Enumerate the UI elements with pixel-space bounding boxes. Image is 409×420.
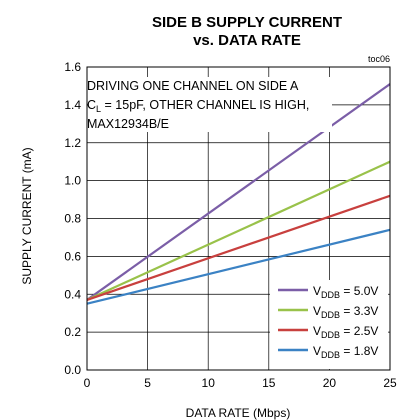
legend: VDDB = 5.0V VDDB = 3.3V VDDB = 2.5V VDDB = … bbox=[278, 284, 378, 360]
plot-frame bbox=[86, 66, 391, 371]
legend-box bbox=[270, 280, 388, 369]
y-axis-label: SUPPLY CURRENT (mA) bbox=[20, 147, 34, 284]
y-tick-label: 1.2 bbox=[64, 136, 81, 150]
annotation-box bbox=[88, 77, 332, 132]
chart-title: SIDE B SUPPLY CURRENT bbox=[152, 14, 342, 31]
x-tick-label: 20 bbox=[323, 376, 337, 390]
series-line bbox=[86, 83, 391, 301]
x-tick-label: 25 bbox=[383, 376, 397, 390]
y-tick-label: 0.4 bbox=[64, 287, 81, 301]
legend-label: VDDB = 3.3V bbox=[313, 304, 378, 320]
series-layer bbox=[86, 83, 391, 305]
y-tick-label: 0.0 bbox=[64, 363, 81, 377]
x-axis-label: DATA RATE (Mbps) bbox=[186, 406, 291, 420]
y-tick-label: 1.6 bbox=[64, 60, 81, 74]
x-tick-label: 10 bbox=[202, 376, 216, 390]
y-tick-label: 0.6 bbox=[64, 249, 81, 263]
x-tick-label: 5 bbox=[144, 376, 151, 390]
x-tick-label: 0 bbox=[84, 376, 91, 390]
legend-label: VDDB = 1.8V bbox=[313, 344, 378, 360]
y-tick-label: 1.4 bbox=[64, 98, 81, 112]
annotation-line-2: CL = 15pF, OTHER CHANNEL IS HIGH, bbox=[87, 98, 309, 114]
series-line bbox=[86, 228, 391, 305]
y-tick-label: 0.2 bbox=[64, 325, 81, 339]
ticks-layer: 0 5 10 15 20 25 0.0 0.2 0.4 0.6 0.8 1.0 1.2 1.4 1.6 bbox=[64, 60, 397, 390]
chart-subtitle: vs. DATA RATE bbox=[193, 32, 301, 49]
annotation-line-1: DRIVING ONE CHANNEL ON SIDE A bbox=[87, 79, 299, 93]
series-line bbox=[86, 194, 391, 301]
y-tick-label: 1.0 bbox=[64, 174, 81, 188]
legend-label: VDDB = 2.5V bbox=[313, 324, 378, 340]
annotation-line-3: MAX12934B/E bbox=[87, 117, 169, 131]
x-tick-label: 15 bbox=[262, 376, 276, 390]
chart-tag: toc06 bbox=[368, 54, 390, 64]
series-line bbox=[86, 160, 391, 301]
legend-label: VDDB = 5.0V bbox=[313, 284, 378, 300]
y-tick-label: 0.8 bbox=[64, 212, 81, 226]
